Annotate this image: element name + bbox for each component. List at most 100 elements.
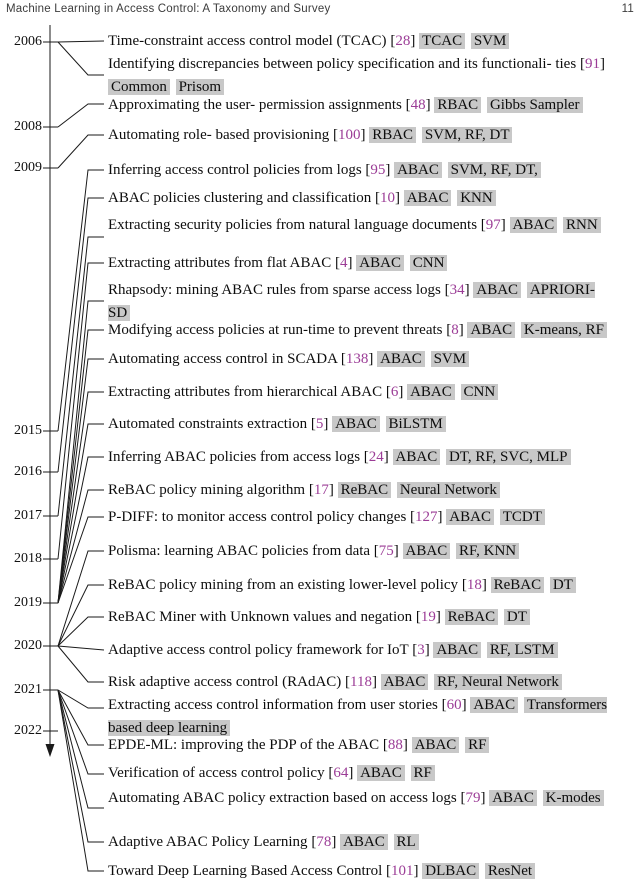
timeline-entry: ReBAC Miner with Unknown values and nega… [108,606,615,629]
entry-tag: ABAC [467,322,516,338]
citation-number[interactable]: 138 [345,351,369,367]
entry-connector [57,689,104,775]
citation-number[interactable]: 28 [395,33,411,49]
entry-title: Extracting security policies from natura… [108,217,478,233]
entry-connector [57,262,104,560]
year-label: 2016 [14,464,42,479]
entry-tag: ABAC [357,765,405,781]
citation-link[interactable]: [127] [410,509,443,525]
citation-link[interactable]: [100] [332,127,366,143]
citation-number[interactable]: 17 [313,482,329,498]
citation-link[interactable]: [18] [461,577,487,593]
citation-link[interactable]: [24] [363,449,389,465]
timeline-entry: Adaptive access control policy framework… [108,639,615,662]
timeline-entry: Modifying access policies at run-time to… [108,319,615,342]
entry-tag: Gibbs Sampler [486,97,583,113]
citation-link[interactable]: [91] [579,56,605,72]
citation-number[interactable]: 34 [449,282,465,298]
citation-number[interactable]: 88 [387,737,403,753]
citation-number[interactable]: 101 [391,863,414,879]
citation-number[interactable]: 5 [315,416,324,432]
entry-tag: SVM, RF, DT [421,127,513,143]
citation-number[interactable]: 3 [417,642,425,658]
year-label: 2017 [14,508,42,523]
citation-number[interactable]: 127 [415,509,438,525]
citation-number[interactable]: 75 [378,543,394,559]
timeline-entry: Adaptive ABAC Policy Learning [78] ABAC … [108,831,615,854]
entry-connector [57,489,104,604]
citation-link[interactable]: [48] [405,97,431,113]
entry-tags: RBAC Gibbs Sampler [434,97,583,113]
citation-link[interactable]: [28] [390,33,416,49]
entry-tag: Prisom [175,78,225,95]
entry-tag: CNN [409,255,448,271]
entry-tags: ABAC RL [340,834,419,850]
citation-number[interactable]: 8 [451,322,459,338]
entry-tag: ABAC [509,217,558,233]
citation-link[interactable]: [60] [441,697,467,713]
entry-tag: RF, Neural Network [434,674,562,690]
entry-tag: ReBAC [444,609,499,625]
citation-number[interactable]: 60 [446,697,462,713]
citation-number[interactable]: 95 [370,162,386,178]
entry-tag: ReBAC [337,482,392,498]
entry-connector [57,41,104,76]
entry-title: Automating ABAC policy extraction based … [108,790,457,806]
entry-tag: RF [410,765,435,781]
citation-link[interactable]: [3] [412,642,430,658]
citation-number[interactable]: 48 [410,97,426,113]
citation-number[interactable]: 6 [390,384,399,400]
citation-number[interactable]: 18 [466,577,482,593]
timeline-entry: Inferring access control policies from l… [108,159,615,182]
citation-link[interactable]: [10] [375,190,401,206]
citation-link[interactable]: [118] [345,674,377,690]
citation-number[interactable]: 100 [337,127,361,143]
citation-link[interactable]: [4] [335,255,353,271]
timeline-entry: Extracting access control information fr… [108,694,615,739]
timeline-entry: Risk adaptive access control (RAdAC) [11… [108,671,615,694]
entry-tag: ABAC [407,384,455,400]
citation-link[interactable]: [34] [444,282,470,298]
citation-number[interactable]: 97 [485,217,501,233]
timeline-entry: P-DIFF: to monitor access control policy… [108,506,615,529]
timeline-entry: ReBAC policy mining algorithm [17] ReBAC… [108,479,615,502]
entry-title: Modifying access policies at run-time to… [108,322,443,338]
citation-link[interactable]: [8] [446,322,464,338]
citation-link[interactable]: [97] [480,217,506,233]
citation-link[interactable]: [19] [415,609,441,625]
citation-number[interactable]: 118 [350,674,372,690]
citation-link[interactable]: [64] [328,765,354,781]
entry-tag: ABAC [433,642,482,658]
entry-connector [57,689,104,709]
citation-link[interactable]: [101] [386,863,419,879]
citation-number[interactable]: 79 [465,790,481,806]
year-label: 2006 [14,34,42,49]
entry-tags: ABAC RF, LSTM [433,642,558,658]
timeline-entry: Extracting attributes from hierarchical … [108,381,615,404]
citation-link[interactable]: [79] [460,790,486,806]
citation-link[interactable]: [5] [310,416,329,432]
citation-number[interactable]: 91 [584,56,600,72]
entry-tag: ABAC [392,449,441,465]
entry-connector [57,329,104,604]
entry-title: Adaptive ABAC Policy Learning [108,834,308,850]
citation-link[interactable]: [78] [311,834,337,850]
timeline-entry: Automating access control in SCADA [138]… [108,348,615,371]
citation-number[interactable]: 64 [333,765,349,781]
citation-link[interactable]: [17] [308,482,334,498]
citation-link[interactable]: [95] [365,162,391,178]
entry-connector [57,689,104,746]
citation-number[interactable]: 4 [340,255,348,271]
citation-link[interactable]: [6] [385,384,404,400]
citation-link[interactable]: [138] [340,351,374,367]
citation-number[interactable]: 19 [420,609,436,625]
entry-tags: ABAC RF, KNN [402,543,520,559]
citation-number[interactable]: 24 [368,449,384,465]
citation-number[interactable]: 78 [316,834,332,850]
entry-connector [57,689,104,809]
citation-link[interactable]: [88] [382,737,408,753]
entry-tag: CNN [460,384,499,400]
citation-number[interactable]: 10 [380,190,396,206]
citation-link[interactable]: [75] [373,543,399,559]
entry-tag: ABAC [402,543,451,559]
